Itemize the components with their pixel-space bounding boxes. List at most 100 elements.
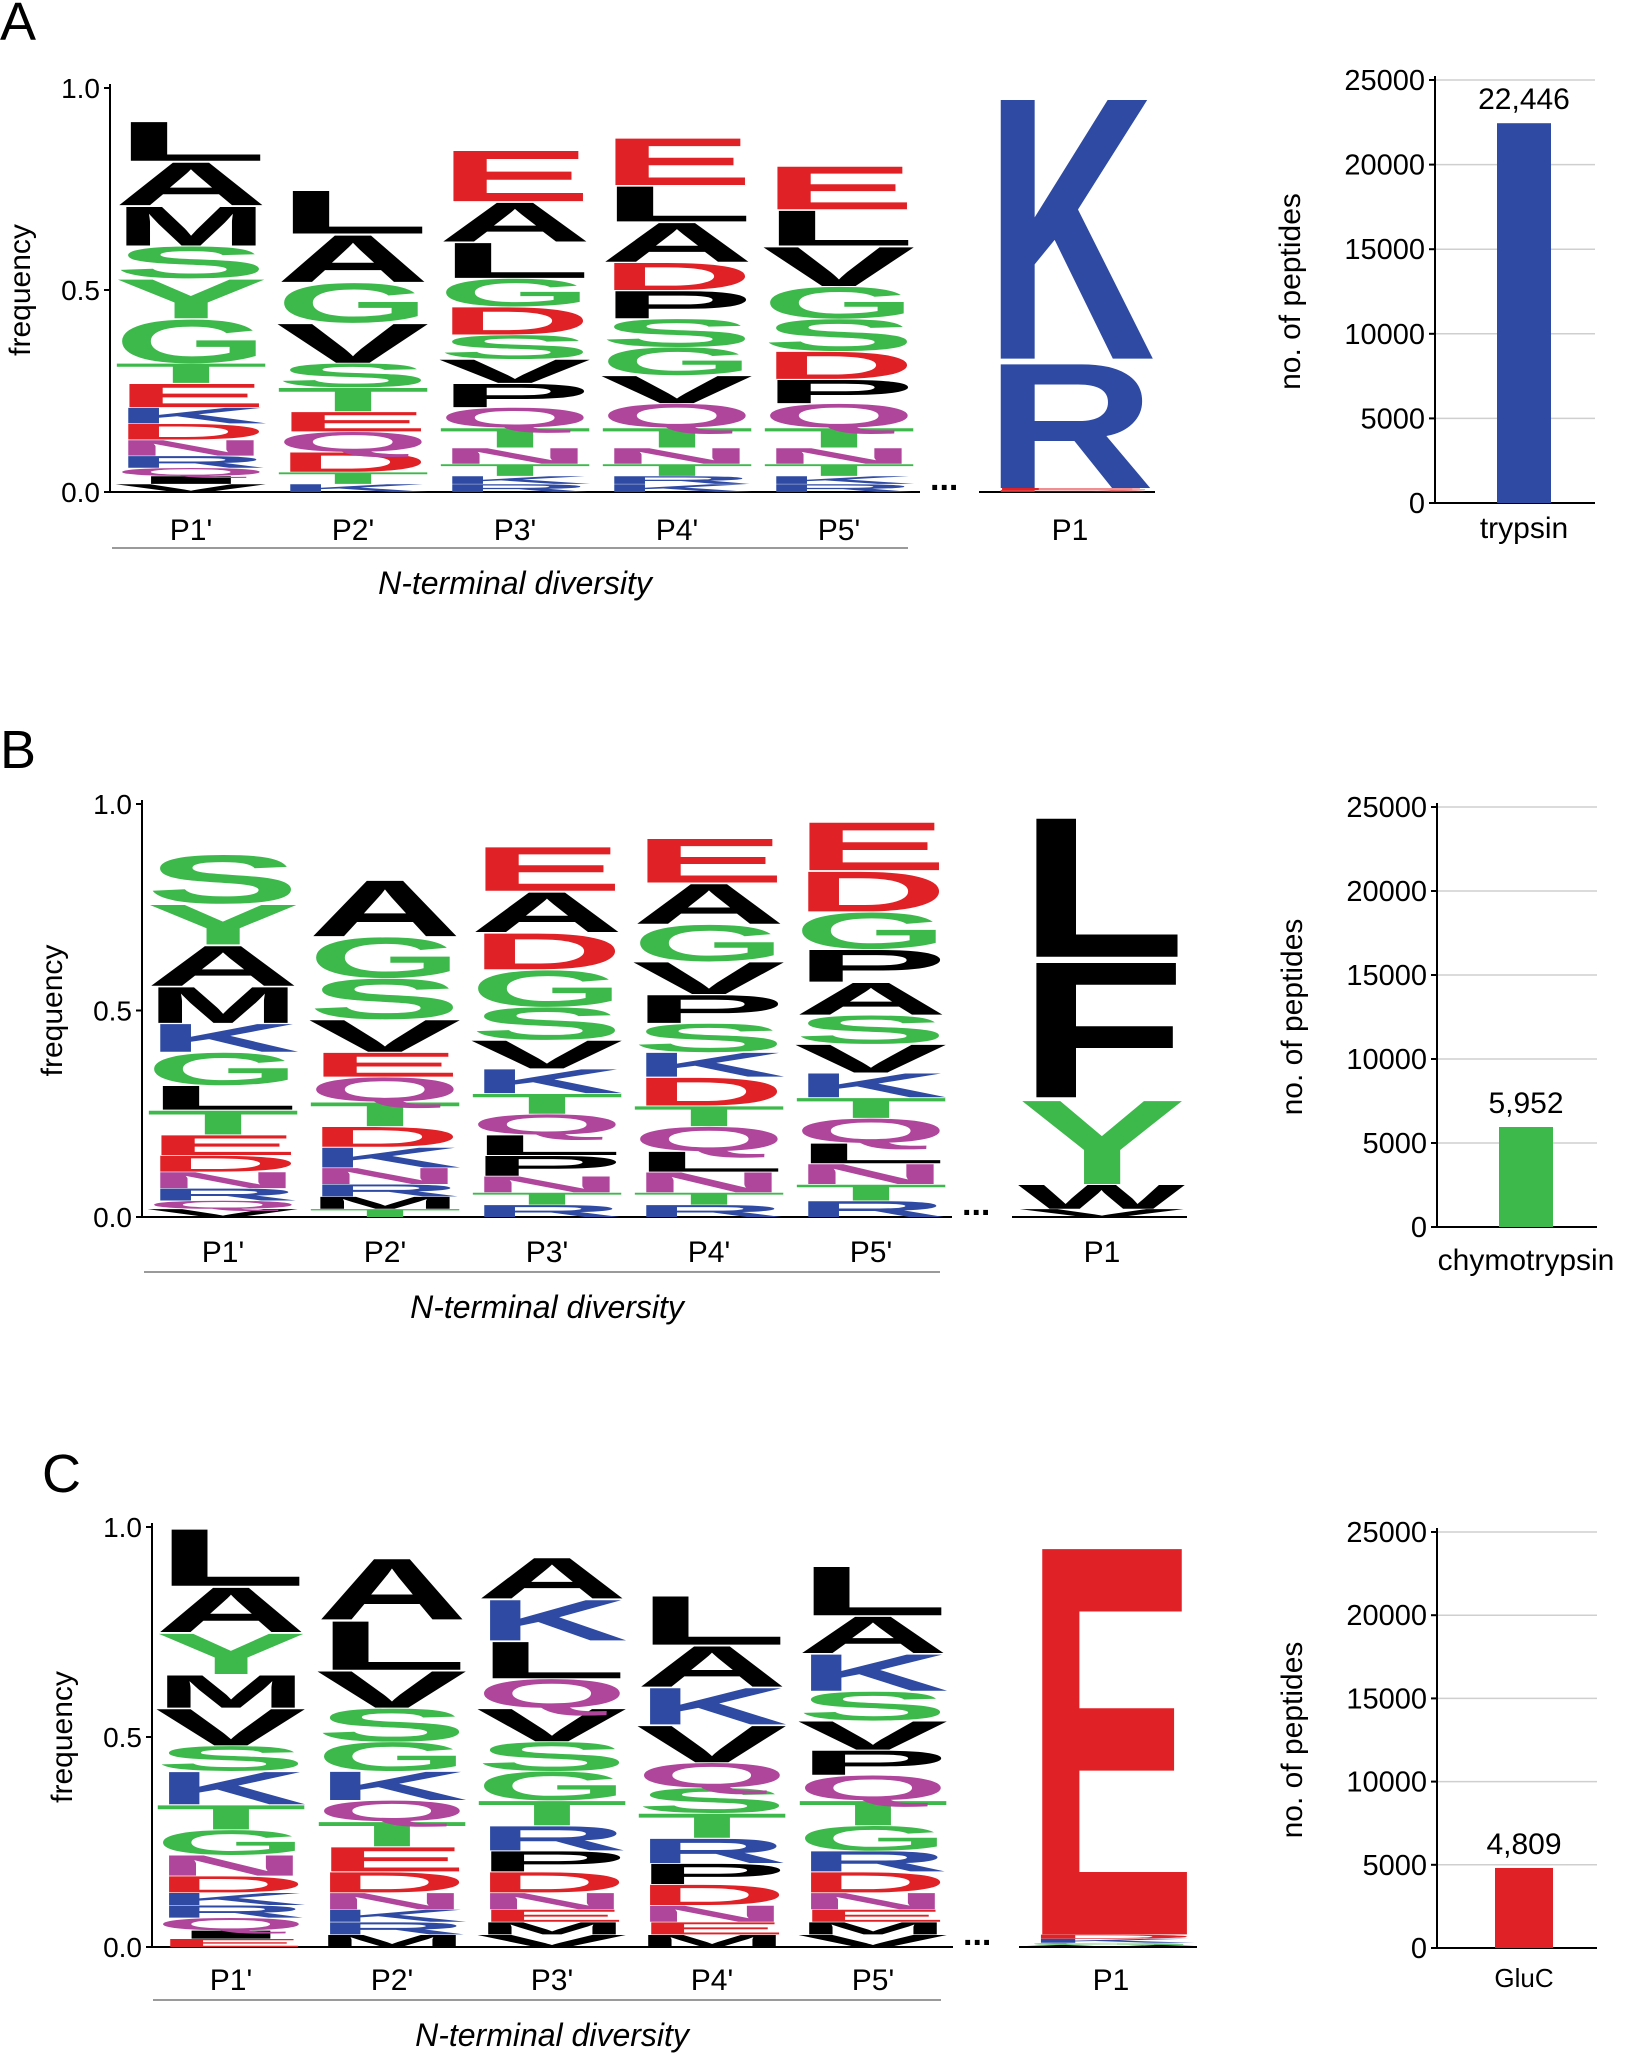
logo-letter-E: E xyxy=(762,153,916,222)
y-tick-label: 0.5 xyxy=(61,275,100,306)
logo-letter-D: D xyxy=(636,1879,788,1912)
logo-letter-V: V xyxy=(476,1931,627,1951)
logo-letter-L: L xyxy=(797,1552,949,1630)
logo-letter-Q: Q xyxy=(316,1795,468,1828)
logo-letter-V: V xyxy=(114,482,267,494)
logo-letter-A: A xyxy=(155,1574,307,1646)
logo-letter-R: R xyxy=(146,1185,300,1204)
logo-letter-K: K xyxy=(276,482,430,495)
panel-A: A0.00.51.0frequencyVIQRNDKETGYSMALP1'KTD… xyxy=(0,0,1595,601)
position-label: P4' xyxy=(688,1236,730,1269)
logo-letter-T: T xyxy=(438,461,592,480)
logo-letter-S: S xyxy=(762,310,916,360)
logo-letter-W: W xyxy=(1018,1178,1186,1216)
bar-y-label: no. of peptides xyxy=(1276,1642,1309,1839)
logo-letter-K: K xyxy=(114,403,268,428)
logo-letter-I: I xyxy=(114,474,268,487)
logo-letter-L: L xyxy=(276,178,430,247)
position-label: P2' xyxy=(364,1236,406,1269)
logo-letter-A: A xyxy=(797,1605,949,1664)
logo-letter-G: G xyxy=(276,271,430,334)
logo-letter-V: V xyxy=(600,368,753,412)
logo-letter-L: L xyxy=(762,200,916,257)
logo-letter-T: T xyxy=(476,1793,628,1832)
bar-value-label: 22,446 xyxy=(1478,83,1570,116)
logo-letter-Y: Y xyxy=(146,893,300,957)
position-label: P3' xyxy=(526,1236,568,1269)
y-tick-label: 0.5 xyxy=(103,1722,142,1753)
bar-y-tick-label: 5000 xyxy=(1360,403,1425,435)
logo-letter-Q: Q xyxy=(308,1070,462,1109)
logo-letter-D: D xyxy=(146,1151,300,1177)
logo-letter-D: D xyxy=(316,1866,468,1899)
logo-letter-K: K xyxy=(636,1677,788,1736)
logo-letter-Q: Q xyxy=(276,426,430,457)
logo-letter-R: R xyxy=(636,1831,788,1870)
logo-letter-S: S xyxy=(794,1007,948,1052)
logo-letter-V: V xyxy=(438,352,591,390)
logo-letter-R: R xyxy=(438,482,592,495)
logo-letter-F: F xyxy=(1018,921,1186,1139)
bar-chart-C: 0 5000 10000 15000 20000 25000 4,809 GluC no. of… xyxy=(1276,1517,1597,1993)
logo-letter-E: E xyxy=(1025,1428,1197,2054)
logo-letter-M: M xyxy=(114,195,268,258)
logo-letter-A: A xyxy=(276,221,430,296)
logo-letter-D: D xyxy=(476,1866,628,1899)
logo-letter-G: G xyxy=(146,1044,300,1095)
y-tick-label: 0.0 xyxy=(103,1932,142,1963)
y-tick-label: 0.5 xyxy=(93,996,132,1027)
panel-letter-B: B xyxy=(0,720,36,780)
logo-y-label: frequency xyxy=(36,945,69,1077)
logo-letter-D: D xyxy=(794,860,948,924)
logo-letter-E: E xyxy=(114,377,268,415)
logo-letter-D: D xyxy=(276,447,430,478)
position-label: P3' xyxy=(531,1964,573,1997)
logo-letter-K: K xyxy=(308,1142,462,1174)
logo-letter-S: S xyxy=(438,328,592,366)
logo-letter-V: V xyxy=(636,1715,787,1774)
logo-letter-S: S xyxy=(114,237,268,287)
logo-letter-P: P xyxy=(470,1150,624,1182)
logo-letter-T: T xyxy=(308,1207,462,1220)
logo-letter-A: A xyxy=(308,864,462,954)
panel-B: B0.00.51.0frequencyVQRNDETLGKMAYSP1'TMRN… xyxy=(0,720,1614,1325)
logo-letter-N: N xyxy=(797,1888,949,1914)
logo-letter-N: N xyxy=(762,444,916,469)
logo-letter-E: E xyxy=(316,1840,468,1879)
logo-letter-T: T xyxy=(794,1092,948,1124)
logo-letter-P: P xyxy=(632,987,786,1032)
logo-letter-Q: Q xyxy=(155,1914,307,1934)
logo-letter-M: M xyxy=(797,1919,949,1938)
logo-letter-E: E xyxy=(155,1937,307,1950)
logo-letter-R: R xyxy=(316,1919,468,1939)
logo-letter-S: S xyxy=(600,311,754,355)
position-label: P5' xyxy=(852,1964,894,1997)
bar-category-label: chymotrypsin xyxy=(1438,1244,1615,1277)
logo-letter-T: T xyxy=(114,358,268,389)
logo-letter-S: S xyxy=(636,1781,788,1820)
logo-letter-D: D xyxy=(1025,1933,1197,1940)
position-label: P1' xyxy=(210,1964,252,1997)
logo-letter-A: A xyxy=(636,1634,788,1699)
bar-y-tick-label: 25000 xyxy=(1344,65,1425,97)
logo-letter-P: P xyxy=(476,1845,628,1878)
logo-y-label: frequency xyxy=(4,224,37,356)
bar-y-tick-label: 25000 xyxy=(1346,792,1427,824)
logo-letter-R: R xyxy=(762,482,916,495)
bar-chart-B: 0 5000 10000 15000 20000 25000 5,952 chymotryps… xyxy=(1276,792,1614,1277)
logo-letter-T: T xyxy=(762,461,916,480)
logo-letter-S: S xyxy=(797,1683,949,1729)
logo-letter-L: L xyxy=(316,1607,468,1685)
logo-letter-N: N xyxy=(438,444,592,469)
logo-letter-V: V xyxy=(1018,1207,1185,1220)
logo-letter-G: G xyxy=(476,1763,628,1809)
logo-letter-K: K xyxy=(476,1588,628,1653)
logo-letter-Y: Y xyxy=(155,1621,307,1686)
logo-letter-K: K xyxy=(470,1062,624,1100)
position-label: P1' xyxy=(170,514,212,547)
logo-letter-T: T xyxy=(600,461,754,480)
